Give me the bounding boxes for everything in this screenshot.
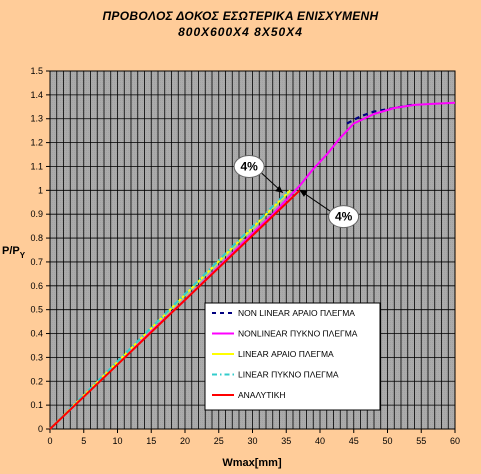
y-tick-label: 1.2 bbox=[30, 138, 43, 148]
y-tick-label: 1.1 bbox=[30, 161, 43, 171]
legend-label-4: ΑΝΑΛΥΤΙΚΗ bbox=[238, 390, 286, 400]
annotation-arrowhead bbox=[275, 185, 283, 193]
series-line-4 bbox=[49, 189, 301, 430]
annotation-text: 4% bbox=[240, 159, 258, 173]
chart-title: ΠΡΟΒΟΛΟΣ ΔΟΚΟΣ ΕΣΩΤΕΡΙΚΑ ΕΝΙΣΧΥΜΕΝΗ bbox=[102, 9, 379, 23]
y-tick-label: 0.1 bbox=[30, 400, 43, 410]
x-tick-label: 40 bbox=[315, 436, 325, 446]
x-tick-label: 50 bbox=[382, 436, 392, 446]
y-tick-label: 1.3 bbox=[30, 114, 43, 124]
y-axis-label: P/PY bbox=[2, 245, 26, 260]
y-tick-label: 0.7 bbox=[30, 257, 43, 267]
annotation-text: 4% bbox=[335, 210, 353, 224]
annotation-bubble bbox=[233, 154, 265, 178]
legend-box bbox=[204, 302, 381, 411]
x-tick-label: 35 bbox=[281, 436, 291, 446]
legend-label-2: LINEAR ΑΡΑΙΟ ΠΛΕΓΜΑ bbox=[238, 349, 334, 359]
grid bbox=[50, 70, 455, 429]
legend-label-0: NON LINEAR ΑΡΑΙΟ ΠΛΕΓΜΑ bbox=[238, 308, 355, 318]
x-tick-label: 5 bbox=[81, 436, 86, 446]
x-tick-label: 45 bbox=[349, 436, 359, 446]
legend-label-3: LINEAR ΠΥΚΝΟ ΠΛΕΓΜΑ bbox=[238, 370, 339, 380]
x-tick-label: 55 bbox=[416, 436, 426, 446]
x-tick-label: 60 bbox=[450, 436, 460, 446]
y-tick-label: 1.4 bbox=[30, 90, 43, 100]
x-tick-label: 10 bbox=[112, 436, 122, 446]
x-tick-label: 15 bbox=[146, 436, 156, 446]
y-tick-label: 0.2 bbox=[30, 376, 43, 386]
y-tick-label: 1.5 bbox=[30, 66, 43, 76]
y-tick-label: 0.4 bbox=[30, 329, 43, 339]
annotations: 4% 4% bbox=[233, 154, 360, 229]
x-tick-label: 0 bbox=[47, 436, 52, 446]
y-tick-label: 0.8 bbox=[30, 233, 43, 243]
x-tick-label: 25 bbox=[214, 436, 224, 446]
y-tick-label: 0.9 bbox=[30, 209, 43, 219]
y-tick-label: 0.3 bbox=[30, 352, 43, 362]
x-tick-label: 20 bbox=[180, 436, 190, 446]
annotation-arrowhead bbox=[299, 190, 308, 197]
x-tick-label: 30 bbox=[247, 436, 257, 446]
chart-subtitle: 800X600X4 8X50X4 bbox=[178, 25, 303, 39]
y-tick-label: 1 bbox=[38, 185, 43, 195]
axes: 0 5 10 15 20 25 30 35 40 45 50 55 60 0 0.1 0.2 0.3 0.4 0.5… bbox=[30, 66, 460, 446]
x-axis-label: Wmax[mm] bbox=[222, 457, 282, 469]
y-tick-label: 0.5 bbox=[30, 305, 43, 315]
annotation-bubble bbox=[328, 205, 360, 229]
series-line-3 bbox=[49, 189, 290, 430]
legend-label-1: NONLINEAR ΠΥΚΝΟ ΠΛΕΓΜΑ bbox=[238, 329, 358, 339]
legend: NON LINEAR ΑΡΑΙΟ ΠΛΕΓΜΑ NONLINEAR ΠΥΚΝΟ Π… bbox=[204, 302, 381, 411]
series-line-0 bbox=[346, 103, 415, 125]
y-tick-label: 0.6 bbox=[30, 281, 43, 291]
series bbox=[49, 101, 456, 430]
y-tick-label: 0 bbox=[38, 424, 43, 434]
